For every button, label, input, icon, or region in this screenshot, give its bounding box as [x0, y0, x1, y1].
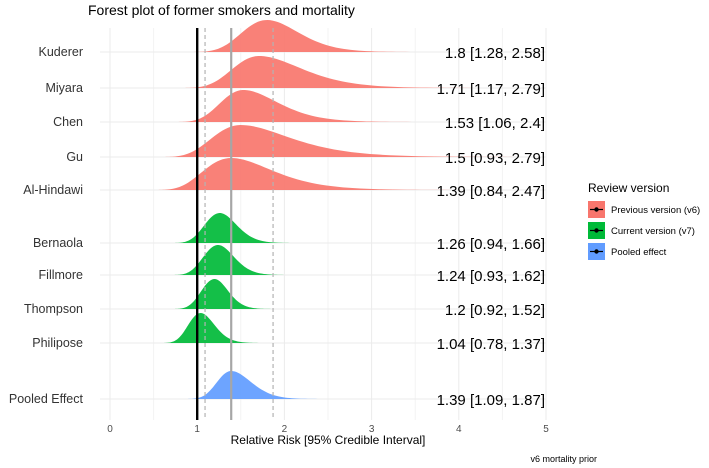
study-label: Miyara: [45, 81, 83, 95]
estimate-label: 1.24 [0.93, 1.62]: [437, 268, 545, 285]
estimate-label: 1.5 [0.93, 2.79]: [445, 150, 545, 167]
x-axis-label: Relative Risk [95% Credible Interval]: [231, 433, 426, 447]
density-ridge: [170, 245, 296, 275]
study-label: Gu: [66, 150, 83, 164]
legend-title: Review version: [588, 181, 669, 195]
density-ridge: [173, 90, 442, 122]
estimate-label: 1.2 [0.92, 1.52]: [445, 302, 545, 319]
legend-key-point: [594, 228, 599, 233]
x-axis-ticks: 0 1 2 3 4 5: [107, 424, 549, 435]
legend-label: Current version (v7): [611, 226, 695, 237]
study-label: Philipose: [32, 336, 83, 350]
x-tick-label: 2: [282, 424, 288, 435]
study-label: Pooled Effect: [9, 392, 84, 406]
density-ridge: [179, 56, 511, 88]
estimate-label: 1.39 [1.09, 1.87]: [437, 392, 545, 409]
density-ridge: [184, 371, 331, 399]
caption: v6 mortality prior: [530, 454, 597, 464]
density-ridge: [159, 125, 569, 157]
study-labels: Kuderer Miyara Chen Gu Al-Hindawi Bernaola Fil…: [9, 45, 84, 406]
x-tick-label: 1: [194, 424, 200, 435]
estimate-label: 1.04 [0.78, 1.37]: [437, 336, 545, 353]
density-ridge: [170, 213, 302, 243]
estimate-label: 1.8 [1.28, 2.58]: [445, 45, 545, 62]
study-label: Bernaola: [33, 236, 83, 250]
estimate-label: 1.71 [1.17, 2.79]: [437, 81, 545, 98]
chart-title: Forest plot of former smokers and mortal…: [88, 2, 355, 18]
study-label: Al-Hindawi: [23, 183, 83, 197]
grid-lines: [100, 28, 547, 420]
study-label: Chen: [53, 115, 83, 129]
density-ridge: [153, 158, 498, 190]
estimate-label: 1.26 [0.94, 1.66]: [437, 236, 545, 253]
x-tick-label: 0: [107, 424, 113, 435]
density-ridge: [171, 279, 279, 309]
legend-key-point: [594, 207, 599, 212]
x-tick-label: 4: [456, 424, 462, 435]
legend-key-point: [594, 249, 599, 254]
estimate-label: 1.39 [0.84, 2.47]: [437, 183, 545, 200]
estimate-labels: 1.8 [1.28, 2.58] 1.71 [1.17, 2.79] 1.53 [1…: [437, 45, 545, 409]
study-label: Kuderer: [39, 45, 83, 59]
x-tick-label: 3: [369, 424, 375, 435]
legend-label: Previous version (v6): [611, 205, 700, 216]
density-ridge: [160, 313, 269, 343]
reference-lines: [195, 28, 274, 420]
x-tick-label: 5: [543, 424, 549, 435]
estimate-label: 1.53 [1.06, 2.4]: [445, 115, 545, 132]
study-label: Thompson: [24, 302, 83, 316]
legend-label: Pooled effect: [611, 247, 667, 258]
density-ridge: [188, 20, 435, 52]
study-label: Fillmore: [39, 268, 83, 282]
legend: Review version Previous version (v6) Curr…: [588, 181, 700, 260]
